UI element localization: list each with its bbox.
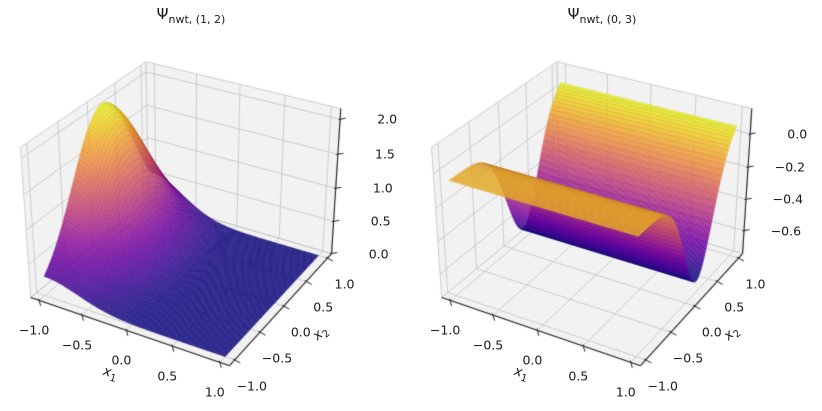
tick-label: −0.2 (774, 159, 806, 175)
tick-label: −1.0 (647, 378, 678, 394)
tick-label: −0.6 (770, 223, 802, 239)
tick-label: 1.0 (204, 384, 225, 400)
tick-label: 0.5 (313, 299, 334, 315)
tick-label: −1.0 (236, 378, 267, 394)
tick-label: 0.0 (787, 126, 808, 142)
tick-label: 0.0 (111, 352, 132, 368)
tick-label: 0.0 (368, 246, 389, 262)
tick-label: 1.0 (372, 180, 393, 196)
tick-label: −0.5 (672, 350, 704, 366)
tick-label: −0.5 (61, 337, 93, 353)
tick-label: −1.0 (18, 322, 50, 338)
tick-label: 0.5 (157, 368, 178, 384)
tick-label: 1.0 (334, 276, 355, 292)
tick-label: 1.0 (745, 276, 766, 292)
left-plot-title: Ψnwt, (1, 2) (157, 5, 226, 26)
tick-label: −0.5 (261, 350, 293, 366)
tick-label: 1.0 (615, 384, 636, 400)
right-plot-title: Ψnwt, (0, 3) (568, 5, 637, 26)
tick-label: −0.5 (472, 337, 504, 353)
tick-label: 0.5 (724, 299, 745, 315)
tick-label: 1.5 (375, 146, 395, 162)
tick-label: 0.0 (701, 324, 722, 340)
left-title-subscript: nwt, (1, 2) (168, 13, 226, 26)
tick-label: −0.4 (772, 191, 804, 207)
tick-label: 0.5 (568, 368, 589, 384)
tick-label: 0.5 (370, 213, 391, 229)
psi-symbol: Ψ (567, 5, 580, 23)
psi-symbol: Ψ (156, 5, 169, 23)
right-title-subscript: nwt, (0, 3) (579, 13, 637, 26)
tick-label: 0.0 (522, 352, 543, 368)
tick-label: −1.0 (429, 322, 461, 338)
tick-label: 0.0 (290, 324, 311, 340)
tick-label: 2.0 (377, 111, 398, 127)
